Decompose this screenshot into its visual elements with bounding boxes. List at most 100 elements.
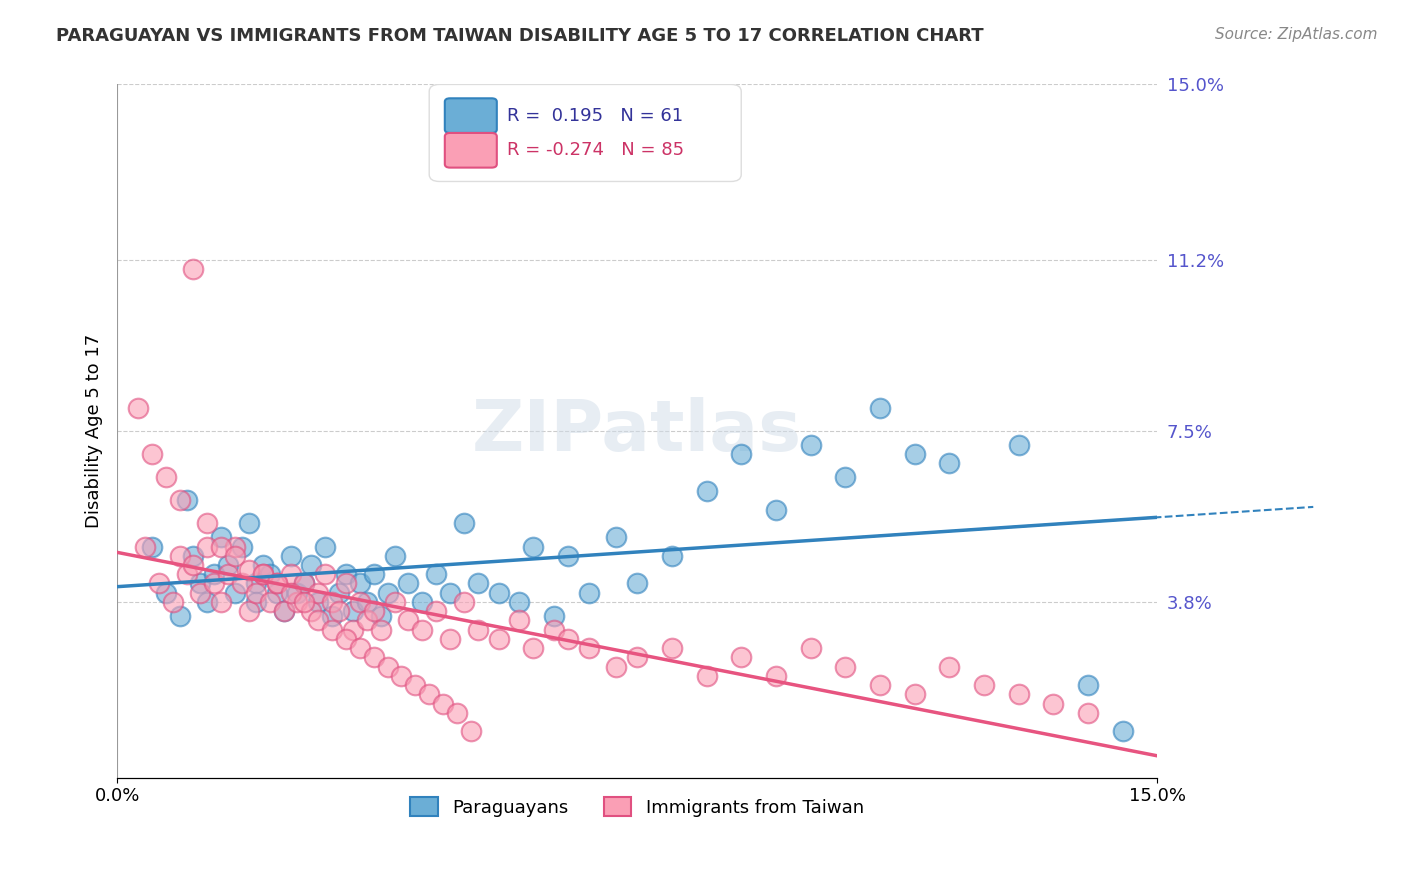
Immigrants from Taiwan bbox=[765, 669, 787, 683]
Immigrants from Taiwan bbox=[557, 632, 579, 646]
Paraguayans bbox=[328, 585, 350, 599]
Immigrants from Taiwan bbox=[148, 576, 170, 591]
Legend: Paraguayans, Immigrants from Taiwan: Paraguayans, Immigrants from Taiwan bbox=[404, 790, 872, 824]
Paraguayans bbox=[696, 484, 718, 499]
Paraguayans bbox=[183, 549, 205, 563]
Immigrants from Taiwan bbox=[252, 567, 274, 582]
Paraguayans bbox=[217, 558, 239, 572]
Immigrants from Taiwan bbox=[238, 563, 260, 577]
FancyBboxPatch shape bbox=[444, 133, 496, 168]
Paraguayans bbox=[363, 567, 385, 582]
Immigrants from Taiwan bbox=[869, 678, 891, 692]
Immigrants from Taiwan bbox=[605, 659, 627, 673]
Immigrants from Taiwan bbox=[335, 576, 357, 591]
Immigrants from Taiwan bbox=[661, 641, 683, 656]
Immigrants from Taiwan bbox=[349, 595, 371, 609]
Paraguayans bbox=[231, 540, 253, 554]
Immigrants from Taiwan bbox=[460, 724, 482, 739]
Immigrants from Taiwan bbox=[266, 576, 288, 591]
Paraguayans bbox=[190, 576, 212, 591]
Paraguayans bbox=[661, 549, 683, 563]
Paraguayans bbox=[287, 585, 309, 599]
Paraguayans bbox=[209, 530, 232, 544]
Immigrants from Taiwan bbox=[287, 595, 309, 609]
Paraguayans bbox=[342, 604, 364, 618]
Paraguayans bbox=[349, 576, 371, 591]
Immigrants from Taiwan bbox=[202, 576, 225, 591]
Immigrants from Taiwan bbox=[439, 632, 461, 646]
Paraguayans bbox=[370, 608, 392, 623]
Immigrants from Taiwan bbox=[903, 687, 925, 701]
Paraguayans bbox=[626, 576, 648, 591]
Immigrants from Taiwan bbox=[522, 641, 544, 656]
Paraguayans bbox=[578, 585, 600, 599]
Immigrants from Taiwan bbox=[127, 401, 149, 415]
Paraguayans bbox=[522, 540, 544, 554]
Immigrants from Taiwan bbox=[294, 595, 316, 609]
Immigrants from Taiwan bbox=[626, 650, 648, 665]
Paraguayans bbox=[321, 608, 343, 623]
Immigrants from Taiwan bbox=[252, 567, 274, 582]
Paraguayans bbox=[307, 595, 329, 609]
Paraguayans bbox=[245, 576, 267, 591]
Immigrants from Taiwan bbox=[190, 585, 212, 599]
Paraguayans bbox=[176, 493, 198, 508]
Immigrants from Taiwan bbox=[425, 604, 447, 618]
Immigrants from Taiwan bbox=[280, 585, 302, 599]
Y-axis label: Disability Age 5 to 17: Disability Age 5 to 17 bbox=[86, 334, 103, 528]
Immigrants from Taiwan bbox=[231, 576, 253, 591]
Immigrants from Taiwan bbox=[363, 650, 385, 665]
Immigrants from Taiwan bbox=[335, 632, 357, 646]
Immigrants from Taiwan bbox=[307, 614, 329, 628]
Paraguayans bbox=[377, 585, 399, 599]
Paraguayans bbox=[938, 456, 960, 470]
Immigrants from Taiwan bbox=[209, 540, 232, 554]
Paraguayans bbox=[195, 595, 218, 609]
Immigrants from Taiwan bbox=[391, 669, 413, 683]
Paraguayans bbox=[384, 549, 406, 563]
Immigrants from Taiwan bbox=[266, 576, 288, 591]
Paraguayans bbox=[467, 576, 489, 591]
Immigrants from Taiwan bbox=[432, 697, 454, 711]
Immigrants from Taiwan bbox=[938, 659, 960, 673]
Paraguayans bbox=[280, 549, 302, 563]
Paraguayans bbox=[488, 585, 510, 599]
Immigrants from Taiwan bbox=[453, 595, 475, 609]
Immigrants from Taiwan bbox=[411, 623, 433, 637]
Paraguayans bbox=[155, 585, 177, 599]
Immigrants from Taiwan bbox=[404, 678, 426, 692]
Immigrants from Taiwan bbox=[1042, 697, 1064, 711]
Immigrants from Taiwan bbox=[730, 650, 752, 665]
Paraguayans bbox=[169, 608, 191, 623]
Immigrants from Taiwan bbox=[195, 516, 218, 531]
Paraguayans bbox=[356, 595, 378, 609]
Paraguayans bbox=[252, 558, 274, 572]
Immigrants from Taiwan bbox=[155, 470, 177, 484]
Paraguayans bbox=[425, 567, 447, 582]
Paraguayans bbox=[1111, 724, 1133, 739]
Immigrants from Taiwan bbox=[259, 595, 281, 609]
Immigrants from Taiwan bbox=[370, 623, 392, 637]
Immigrants from Taiwan bbox=[224, 549, 246, 563]
Immigrants from Taiwan bbox=[162, 595, 184, 609]
Immigrants from Taiwan bbox=[328, 604, 350, 618]
Immigrants from Taiwan bbox=[280, 567, 302, 582]
Paraguayans bbox=[273, 604, 295, 618]
Paraguayans bbox=[439, 585, 461, 599]
Immigrants from Taiwan bbox=[696, 669, 718, 683]
Immigrants from Taiwan bbox=[834, 659, 856, 673]
Immigrants from Taiwan bbox=[446, 706, 468, 720]
Paraguayans bbox=[259, 567, 281, 582]
Immigrants from Taiwan bbox=[543, 623, 565, 637]
Immigrants from Taiwan bbox=[321, 595, 343, 609]
Immigrants from Taiwan bbox=[1007, 687, 1029, 701]
Immigrants from Taiwan bbox=[141, 447, 163, 461]
Immigrants from Taiwan bbox=[800, 641, 823, 656]
Immigrants from Taiwan bbox=[169, 549, 191, 563]
Paraguayans bbox=[508, 595, 530, 609]
Immigrants from Taiwan bbox=[195, 540, 218, 554]
Immigrants from Taiwan bbox=[169, 493, 191, 508]
Immigrants from Taiwan bbox=[314, 567, 336, 582]
Paraguayans bbox=[730, 447, 752, 461]
Immigrants from Taiwan bbox=[342, 623, 364, 637]
